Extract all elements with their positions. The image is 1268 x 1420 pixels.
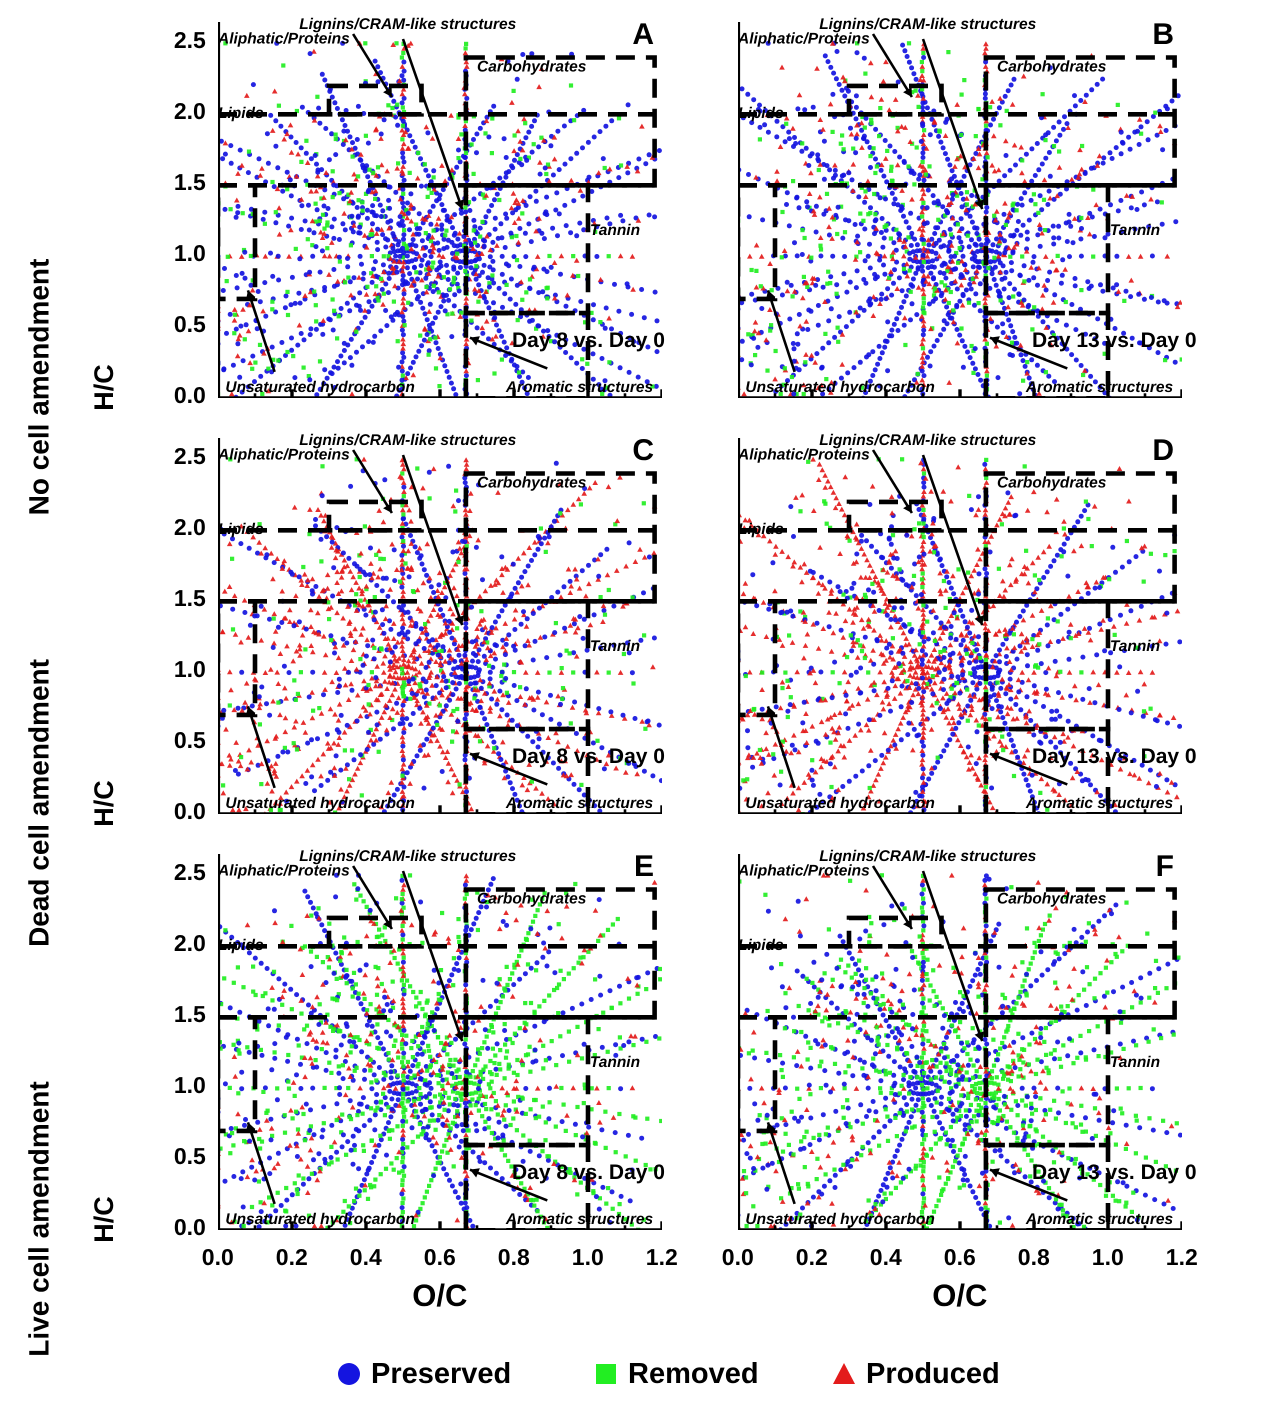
svg-text:C: C <box>632 438 654 467</box>
svg-text:Tannin: Tannin <box>590 221 640 238</box>
svg-text:Tannin: Tannin <box>1110 1054 1160 1071</box>
svg-text:Aromatic structures: Aromatic structures <box>505 1211 654 1228</box>
svg-text:Unsaturated hydrocarbon: Unsaturated hydrocarbon <box>225 378 414 395</box>
svg-text:Tannin: Tannin <box>590 1054 640 1071</box>
svg-text:Tannin: Tannin <box>590 638 640 655</box>
svg-text:Aromatic structures: Aromatic structures <box>1025 1211 1174 1228</box>
svg-text:Unsaturated hydrocarbon: Unsaturated hydrocarbon <box>225 794 414 811</box>
svg-text:D: D <box>1152 438 1174 467</box>
svg-text:E: E <box>634 854 654 883</box>
svg-text:Unsaturated hydrocarbon: Unsaturated hydrocarbon <box>745 794 934 811</box>
svg-text:Unsaturated hydrocarbon: Unsaturated hydrocarbon <box>745 378 934 395</box>
svg-text:B: B <box>1152 22 1174 51</box>
svg-text:Aromatic structures: Aromatic structures <box>505 794 654 811</box>
svg-text:Unsaturated hydrocarbon: Unsaturated hydrocarbon <box>225 1211 414 1228</box>
svg-text:Aromatic structures: Aromatic structures <box>505 378 654 395</box>
svg-text:Aromatic structures: Aromatic structures <box>1025 794 1174 811</box>
svg-text:Tannin: Tannin <box>1110 221 1160 238</box>
svg-text:A: A <box>632 22 654 51</box>
svg-text:Tannin: Tannin <box>1110 638 1160 655</box>
svg-text:Aromatic structures: Aromatic structures <box>1025 378 1174 395</box>
svg-text:Unsaturated hydrocarbon: Unsaturated hydrocarbon <box>745 1211 934 1228</box>
svg-text:F: F <box>1155 854 1173 883</box>
